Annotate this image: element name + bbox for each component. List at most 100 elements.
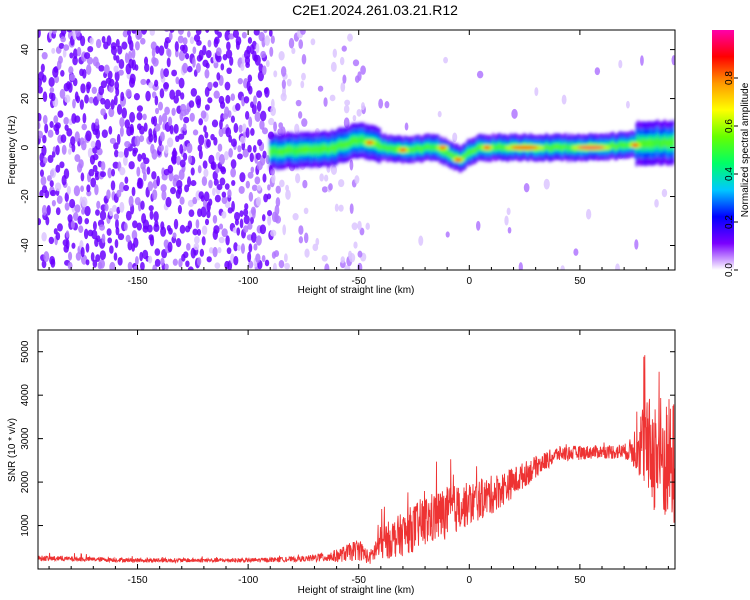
spectrogram-ridge-cell xyxy=(455,154,457,160)
spectrogram-cell xyxy=(250,206,256,216)
spectrogram-ridge-cell xyxy=(658,139,661,148)
spectrogram-cell xyxy=(275,185,281,194)
spectrogram-cell xyxy=(334,203,339,212)
spectrogram-cell xyxy=(131,48,136,59)
spectrogram-cell xyxy=(108,125,113,135)
spectrogram-cell xyxy=(55,122,61,129)
spectrogram-ridge-cell xyxy=(283,148,286,156)
spectrogram-cell xyxy=(80,185,84,193)
spectrogram-cell xyxy=(213,225,220,234)
spectrogram-cell xyxy=(247,222,253,230)
spectrogram-cell xyxy=(365,222,370,231)
spectrogram-ridge-cell xyxy=(306,146,309,154)
spectrogram-cell xyxy=(227,30,231,33)
spectrogram-cell xyxy=(91,86,97,95)
spectrogram-cell xyxy=(203,125,207,133)
spectrogram-cell xyxy=(110,99,115,110)
spectrogram-cell xyxy=(224,183,230,190)
spectrogram-cell xyxy=(50,258,56,268)
spectrogram-cell xyxy=(41,260,47,269)
spectrogram-cell xyxy=(110,180,116,191)
spectrogram-cell xyxy=(60,36,66,43)
spectrogram-cell xyxy=(248,243,253,253)
spectrogram-cell xyxy=(192,46,197,55)
spectrogram-cell xyxy=(190,87,198,97)
spectrogram-x-tick-label: 50 xyxy=(574,276,586,287)
spectrogram-cell xyxy=(201,225,208,235)
spectrogram-cell xyxy=(107,237,113,244)
spectrogram-cell xyxy=(142,171,147,182)
spectrogram-cell xyxy=(235,36,242,46)
spectrogram-cell xyxy=(244,110,250,120)
spectrogram-cell xyxy=(96,235,101,243)
spectrogram-cell xyxy=(140,78,147,85)
spectrogram-cell xyxy=(85,81,92,90)
spectrogram-cell xyxy=(291,47,296,55)
spectrogram-cell xyxy=(178,77,185,89)
spectrogram-cell xyxy=(233,242,238,252)
spectrogram-ridge-cell xyxy=(492,143,495,149)
spectrogram-cell xyxy=(134,64,139,71)
spectrogram-ridge-cell xyxy=(543,145,546,151)
spectrogram-cell xyxy=(48,77,55,87)
spectrogram-cell xyxy=(280,66,287,77)
spectrogram-cell xyxy=(116,189,122,198)
spectrogram-ridge-cell xyxy=(559,144,562,150)
spectrogram-cell xyxy=(256,90,263,98)
spectrogram-cell xyxy=(561,94,567,105)
spectrogram-ridge-cell xyxy=(317,147,319,155)
spectrogram-cell xyxy=(384,101,390,109)
spectrogram-cell xyxy=(62,48,67,58)
spectrogram-cell xyxy=(139,125,145,135)
spectrogram-cell xyxy=(86,184,91,193)
spectrogram-cell xyxy=(324,263,330,270)
spectrogram-cell xyxy=(196,39,202,46)
spectrogram-cell xyxy=(218,236,225,244)
spectrogram-cell xyxy=(87,45,94,53)
spectrogram-cell xyxy=(208,247,214,254)
spectrogram-cell xyxy=(179,103,187,112)
spectrogram-cell xyxy=(41,74,47,83)
colorbar: 0.0 0.2 0.4 0.6 0.8 Normalized spectral ampl… xyxy=(712,30,750,277)
spectrogram-cell xyxy=(189,36,195,45)
spectrogram-cell xyxy=(239,218,244,229)
spectrogram-cell xyxy=(211,161,217,171)
spectrogram-cell xyxy=(195,219,200,229)
spectrogram-ridge-cell xyxy=(382,145,385,151)
spectrogram-cell xyxy=(301,53,307,65)
spectrogram-ridge-cell xyxy=(417,145,420,151)
spectrogram-cell xyxy=(196,228,202,236)
spectrogram-cell xyxy=(298,39,304,50)
spectrogram-cell xyxy=(124,52,129,64)
spectrogram-cell xyxy=(167,48,172,58)
spectrogram-cell xyxy=(121,41,128,50)
snr-y-tick-label: 5000 xyxy=(20,340,31,363)
spectrogram-cell xyxy=(148,234,154,241)
spectrogram-cell xyxy=(211,119,219,128)
spectrogram-ridge-cell xyxy=(610,142,613,149)
spectrogram-ridge-cell xyxy=(308,145,311,153)
spectrogram-cell xyxy=(117,151,125,158)
spectrogram-cell xyxy=(95,118,100,126)
spectrogram-ridge-cell xyxy=(295,147,298,155)
spectrogram-ridge-cell xyxy=(624,143,627,149)
spectrogram-cell xyxy=(220,63,225,71)
spectrogram-cell xyxy=(60,134,67,143)
spectrogram-cell xyxy=(230,138,237,148)
spectrogram-peak xyxy=(439,145,447,150)
spectrogram-cell xyxy=(188,100,195,108)
spectrogram-cell xyxy=(255,196,262,207)
spectrogram-cell xyxy=(273,250,280,257)
spectrogram-cell xyxy=(167,164,174,174)
spectrogram-cell xyxy=(332,48,337,58)
spectrogram-cell xyxy=(360,102,366,111)
spectrogram-cell xyxy=(242,225,249,233)
spectrogram-cell xyxy=(452,132,458,143)
spectrogram-cell xyxy=(206,139,211,148)
spectrogram-cell xyxy=(137,177,144,189)
spectrogram-cell xyxy=(360,65,366,75)
spectrogram-cell xyxy=(140,261,145,270)
spectrogram-cell xyxy=(200,206,207,218)
spectrogram-cell xyxy=(167,241,173,253)
spectrogram-cell xyxy=(57,110,64,118)
